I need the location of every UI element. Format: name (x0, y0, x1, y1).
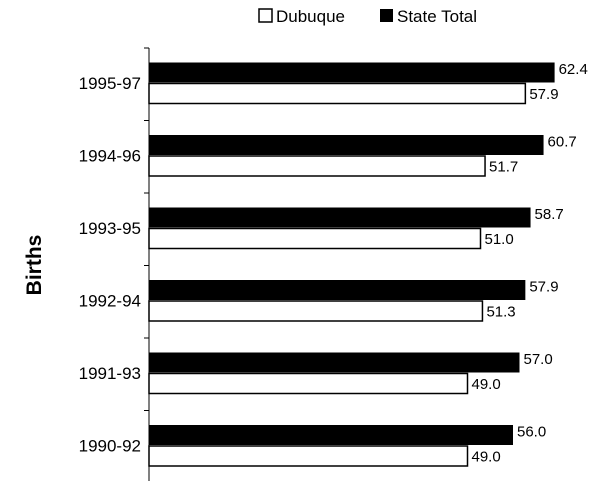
bar-dubuque (148, 372, 469, 395)
bar-dubuque (148, 155, 486, 177)
value-label: 60.7 (548, 134, 577, 151)
value-label: 58.7 (535, 206, 564, 223)
value-label: 57.9 (529, 279, 558, 296)
legend-swatch-state-total (380, 9, 393, 22)
category-label: 1990-92 (79, 437, 141, 456)
value-label: 57.0 (524, 351, 553, 368)
value-label: 49.0 (472, 376, 501, 393)
legend-label-dubuque: Dubuque (276, 7, 345, 26)
bar-state-total (149, 207, 531, 228)
value-label: 56.0 (517, 424, 546, 441)
value-label: 49.0 (472, 449, 501, 466)
category-label: 1992-94 (79, 292, 141, 311)
bar-dubuque (148, 82, 527, 105)
value-label: 57.9 (529, 86, 558, 103)
bar-dubuque (148, 300, 484, 322)
bar-state-total (149, 425, 513, 445)
bar-dubuque (148, 227, 482, 250)
value-label: 51.3 (486, 304, 515, 321)
category-label: 1993-95 (79, 219, 141, 238)
bar-dubuque (148, 445, 469, 467)
plot-area: 1995-9762.457.91994-9660.751.71993-9558.… (79, 47, 588, 481)
y-axis-title: Births (23, 235, 46, 296)
category-label: 1991-93 (79, 364, 141, 383)
category-label: 1995-97 (79, 74, 141, 93)
bar-state-total (149, 280, 526, 300)
value-label: 51.7 (489, 159, 518, 176)
category-label: 1994-96 (79, 147, 141, 166)
legend-swatch-dubuque (258, 8, 273, 23)
legend-label-state-total: State Total (397, 7, 477, 26)
legend: Dubuque State Total (258, 7, 477, 26)
bar-state-total (149, 135, 544, 155)
bar-state-total (149, 352, 520, 373)
value-label: 62.4 (559, 61, 588, 78)
value-label: 51.0 (485, 231, 514, 248)
bar-state-total (149, 62, 555, 83)
